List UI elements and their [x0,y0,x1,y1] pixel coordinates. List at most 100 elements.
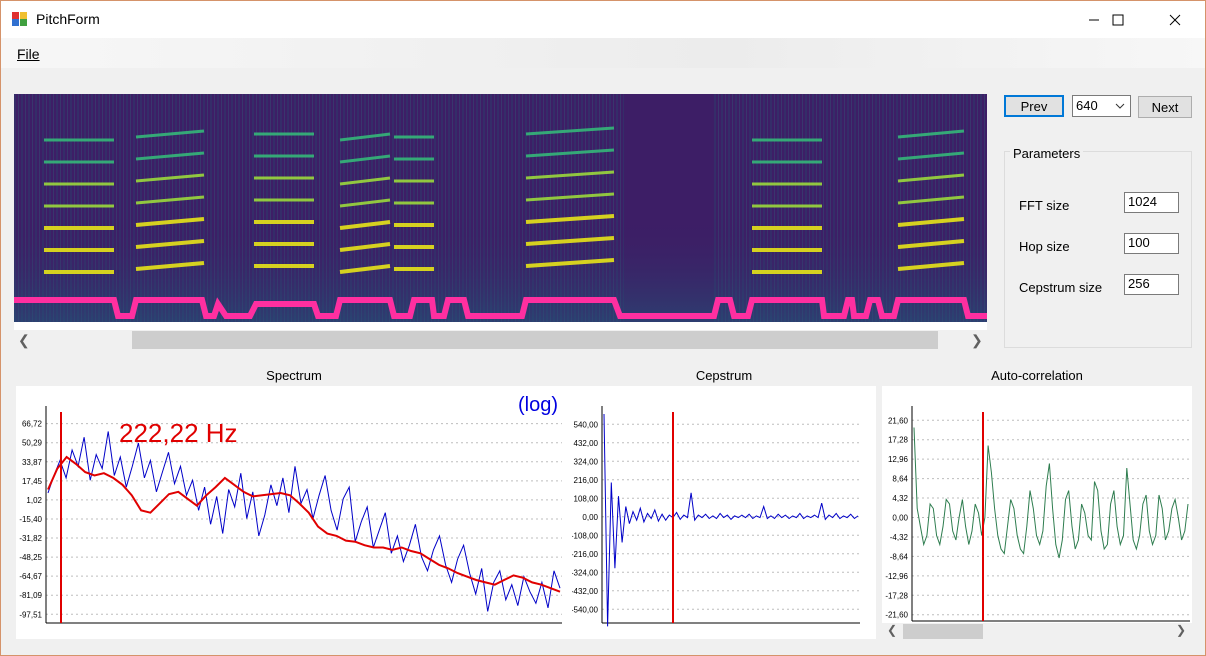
harmonic-band [525,236,615,246]
y-tick-label: 50,29 [22,439,43,448]
cepstrum-size-input[interactable]: 256 [1124,274,1179,295]
spectrum-chart[interactable]: 66,72 50,29 33,87 17,45 1,02 -15,40 -31,82 -48,… [16,386,572,639]
y-tick-label: -31,82 [19,534,42,543]
y-tick-label: 108,00 [574,494,599,503]
y-tick-label: -540,00 [572,605,599,614]
y-tick-label: 216,00 [574,476,599,485]
harmonic-band [339,220,391,230]
minimize-button[interactable] [1071,1,1117,38]
harmonic-band [339,264,391,274]
y-tick-label: 33,87 [22,458,43,467]
maximize-icon [1112,14,1124,25]
y-tick-label: 8,64 [892,475,908,484]
y-tick-label: -108,00 [572,531,599,540]
harmonic-bands [44,126,965,274]
fft-size-input[interactable]: 1024 [1124,192,1179,213]
harmonic-band [525,148,615,158]
app-icon [12,12,27,26]
harmonic-band [135,151,205,161]
harmonic-band [135,239,205,249]
hop-size-label: Hop size [1019,239,1070,254]
harmonic-band [135,129,205,139]
minimize-icon [1089,19,1099,20]
chevron-right-icon[interactable]: ❯ [1176,623,1187,637]
close-button[interactable] [1152,1,1198,38]
close-icon [1169,14,1181,25]
cepstrum-size-label: Cepstrum size [1019,280,1103,295]
y-tick-label: -4,32 [890,533,909,542]
harmonic-band [897,173,965,183]
harmonic-band [135,173,205,183]
harmonic-band [897,195,965,205]
frame-combo[interactable]: 640 [1072,95,1131,117]
harmonic-band [897,217,965,227]
y-tick-label: 17,45 [22,477,43,486]
window-title: PitchForm [36,11,100,27]
harmonic-band [135,261,205,271]
scroll-thumb[interactable] [903,624,983,639]
y-tick-label: 1,02 [26,496,42,505]
y-tick-label: 324,00 [574,457,599,466]
harmonic-band [135,217,205,227]
harmonic-band [897,239,965,249]
y-tick-label: -17,28 [885,591,908,600]
frame-value: 640 [1076,98,1098,113]
y-tick-label: 0,00 [582,513,598,522]
chevron-right-icon[interactable]: ❯ [971,332,983,348]
y-tick-label: -97,51 [19,610,42,619]
chevron-left-icon[interactable]: ❮ [18,332,30,348]
y-tick-label: 432,00 [574,439,599,448]
next-button[interactable]: Next [1138,96,1192,118]
menu-bar: File [1,38,1205,68]
y-tick-label: -12,96 [885,572,908,581]
harmonic-band [897,151,965,161]
menu-file[interactable]: File [17,46,40,62]
chevron-left-icon[interactable]: ❮ [887,623,898,637]
fft-size-label: FFT size [1019,198,1070,213]
cepstrum-chart[interactable]: 540,00 432,00 324,00 216,00 108,00 0,00 -108,0… [571,386,876,639]
autocorr-chart[interactable]: 21,60 17,28 12,96 8,64 4,32 0,00 -4,32 -8,64 -12… [882,386,1192,623]
autocorr-scrollbar[interactable]: ❮ ❯ [882,623,1192,640]
harmonic-band [339,242,391,252]
harmonic-band [339,154,391,164]
y-tick-label: 540,00 [574,420,599,429]
pitch-annotation: 222,22 Hz [119,418,238,448]
harmonic-band [339,132,391,142]
harmonic-band [339,198,391,208]
harmonic-band [897,261,965,271]
harmonic-band [525,214,615,224]
y-tick-label: -8,64 [890,552,909,561]
maximize-button[interactable] [1095,1,1141,38]
y-tick-label: 21,60 [888,416,909,425]
harmonic-band [135,195,205,205]
autocorr-title: Auto-correlation [991,368,1083,383]
scroll-thumb[interactable] [132,331,938,349]
y-tick-label: -48,25 [19,553,42,562]
parameters-group [1004,151,1192,348]
y-tick-label: 0,00 [892,514,908,523]
y-tick-label: -216,00 [572,550,599,559]
log-scale-label: (log) [518,394,558,416]
y-tick-label: -324,00 [572,568,599,577]
y-tick-label: -21,60 [885,611,908,620]
series-line [47,455,561,593]
hop-size-input[interactable]: 100 [1124,233,1179,254]
spectrogram[interactable] [14,94,987,330]
y-tick-label: 66,72 [22,420,43,429]
cepstrum-title: Cepstrum [695,368,753,383]
y-tick-label: -432,00 [572,587,599,596]
y-tick-label: 12,96 [888,455,909,464]
prev-button[interactable]: Prev [1004,95,1064,117]
harmonic-band [525,126,615,136]
harmonic-band [897,129,965,139]
y-tick-label: 4,32 [892,494,908,503]
harmonic-band [525,192,615,202]
spectrum-title: Spectrum [266,368,322,383]
y-tick-label: -15,40 [19,515,42,524]
series-line [47,431,561,612]
harmonic-band [339,176,391,186]
y-tick-label: -81,09 [19,591,42,600]
spectrogram-scrollbar[interactable]: ❮ ❯ [14,330,987,350]
parameters-title: Parameters [1010,146,1084,161]
